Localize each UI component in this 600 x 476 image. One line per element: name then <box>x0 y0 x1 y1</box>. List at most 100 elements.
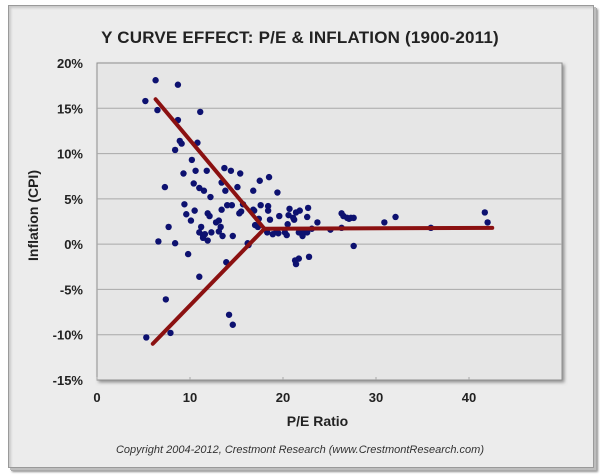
data-point <box>192 167 199 174</box>
data-point <box>234 183 241 191</box>
data-point <box>227 167 235 174</box>
y-tick-label: 15% <box>57 101 83 116</box>
data-point <box>154 106 161 114</box>
data-point <box>190 180 197 187</box>
data-point <box>207 193 214 201</box>
data-point <box>266 216 274 223</box>
data-point <box>284 221 291 228</box>
data-point <box>222 187 229 194</box>
data-point <box>285 211 292 219</box>
data-point <box>304 204 312 212</box>
trend-line-lower-arm <box>150 226 267 346</box>
data-point <box>256 177 263 184</box>
data-point <box>187 217 195 224</box>
data-point <box>197 108 204 116</box>
data-point <box>174 81 182 88</box>
data-point <box>303 229 311 236</box>
x-axis-ticks: 0 10 20 30 40 <box>93 377 476 405</box>
data-point <box>257 201 264 209</box>
data-point <box>229 321 236 328</box>
data-point <box>167 329 174 337</box>
y-tick-label: -5% <box>60 282 84 297</box>
chart-title: Y CURVE EFFECT: P/E & INFLATION (1900-20… <box>101 28 499 47</box>
data-point <box>381 219 388 226</box>
y-tick-label: -15% <box>53 373 84 388</box>
x-tick-label: 0 <box>93 390 100 405</box>
x-tick-label: 10 <box>183 390 197 405</box>
data-point <box>264 207 272 214</box>
data-point <box>276 212 283 220</box>
data-point <box>291 257 299 264</box>
data-point <box>196 273 203 280</box>
data-point <box>392 213 399 221</box>
data-point <box>152 77 159 84</box>
data-point <box>283 231 290 239</box>
data-point <box>296 207 303 214</box>
data-point <box>161 183 169 191</box>
data-point <box>481 209 489 216</box>
y-tick-label: 0% <box>64 237 83 252</box>
data-point <box>305 253 313 261</box>
data-point <box>237 170 244 177</box>
data-point <box>206 212 213 220</box>
y-tick-label: -10% <box>53 328 84 343</box>
data-point <box>183 211 190 218</box>
data-point <box>196 184 203 192</box>
data-point <box>290 214 297 222</box>
trend-line-horizontal-arm <box>262 225 495 231</box>
data-point <box>350 242 357 250</box>
data-point <box>264 202 272 210</box>
data-point <box>181 201 188 208</box>
data-point <box>221 164 228 172</box>
data-point <box>197 223 205 231</box>
data-point <box>171 146 179 154</box>
data-point <box>171 240 179 247</box>
data-point <box>263 229 271 236</box>
data-point <box>265 173 273 181</box>
x-tick-label: 40 <box>462 390 476 405</box>
data-point <box>188 156 196 164</box>
data-point <box>208 229 215 236</box>
data-point <box>224 201 231 209</box>
data-point <box>162 296 170 303</box>
y-tick-label: 10% <box>57 147 83 162</box>
data-point <box>165 223 172 231</box>
data-point <box>215 228 223 235</box>
trend-line-upper-arm <box>153 97 267 231</box>
x-tick-label: 20 <box>276 390 290 405</box>
y-tick-label: 5% <box>64 192 83 207</box>
data-point <box>215 217 223 224</box>
data-point <box>143 334 150 341</box>
data-point <box>201 230 209 238</box>
data-point <box>250 187 257 194</box>
data-point <box>142 97 149 105</box>
copyright-footer: Copyright 2004-2012, Crestmont Research … <box>115 444 485 456</box>
data-point <box>303 213 311 221</box>
x-tick-label: 30 <box>369 390 383 405</box>
x-axis-label: P/E Ratio <box>287 413 348 429</box>
data-point <box>225 311 233 318</box>
data-point <box>228 201 236 209</box>
y-axis-label: Inflation (CPI) <box>25 170 41 261</box>
data-point <box>203 167 210 174</box>
data-point <box>274 189 281 196</box>
trend-lines <box>150 97 495 346</box>
data-point <box>314 219 321 226</box>
data-point <box>218 206 225 213</box>
data-point <box>184 250 192 258</box>
plot-area <box>96 62 563 381</box>
y-axis-ticks: 20% 15% 10% 5% 0% -5% -10% -15% <box>53 56 84 388</box>
data-point <box>178 140 185 147</box>
data-point <box>155 238 162 245</box>
data-point <box>204 237 211 244</box>
data-point <box>191 207 198 214</box>
data-point <box>237 208 245 215</box>
data-point <box>286 205 293 213</box>
data-point <box>350 214 357 222</box>
data-point <box>180 170 187 177</box>
data-point <box>229 232 236 240</box>
y-tick-label: 20% <box>57 56 83 71</box>
data-point <box>484 219 491 226</box>
data-point <box>200 187 208 194</box>
